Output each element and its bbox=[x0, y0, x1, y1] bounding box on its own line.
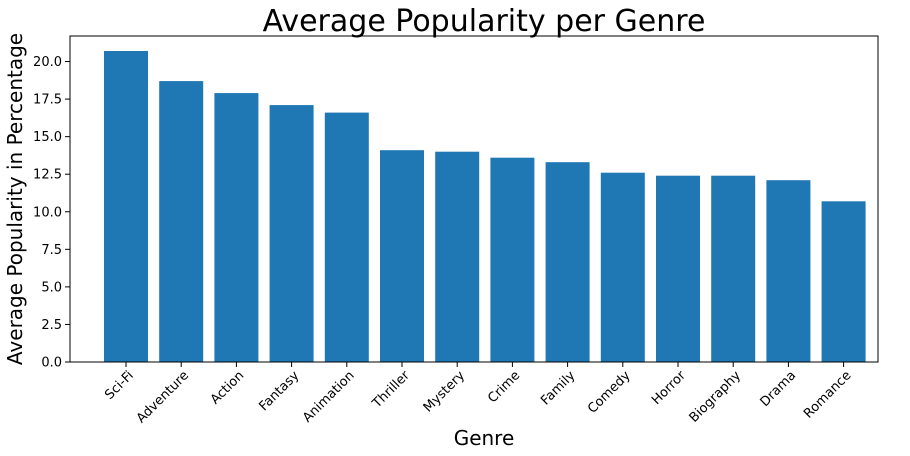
x-tick-label: Family bbox=[538, 368, 578, 408]
plot-frame bbox=[69, 35, 879, 363]
y-tick-label: 5.0 bbox=[41, 280, 62, 295]
y-axis-label: Average Popularity in Percentage bbox=[3, 33, 27, 365]
bar-fantasy bbox=[269, 105, 314, 362]
y-tick-label: 0.0 bbox=[41, 356, 62, 371]
y-tick-label: 12.5 bbox=[33, 168, 62, 183]
y-tick-label: 15.0 bbox=[33, 130, 62, 145]
x-tick-label: Mystery bbox=[421, 368, 468, 415]
y-tick-label: 2.5 bbox=[41, 318, 62, 333]
y-axis-ticks: 0.0 2.5 5.0 7.5 10.0 12.5 15.0 17.5 20.0 bbox=[33, 55, 70, 371]
bar-action bbox=[214, 93, 259, 362]
y-tick-label: 17.5 bbox=[33, 93, 62, 108]
bar-romance bbox=[821, 201, 866, 362]
x-axis-label: Genre bbox=[454, 426, 515, 450]
y-tick-label: 20.0 bbox=[33, 55, 62, 70]
bar-horror bbox=[656, 175, 700, 362]
bar-sci-fi bbox=[104, 51, 148, 362]
x-tick-label: Thriller bbox=[369, 368, 413, 412]
x-tick-label: Action bbox=[208, 368, 247, 407]
bar-biography bbox=[711, 175, 756, 362]
y-tick-label: 10.0 bbox=[33, 205, 62, 220]
bar-comedy bbox=[600, 172, 645, 362]
x-tick-label: Drama bbox=[758, 368, 800, 410]
x-tick-label: Crime bbox=[485, 368, 523, 406]
bar-family bbox=[545, 162, 590, 362]
bar-adventure bbox=[159, 81, 204, 362]
bar-animation bbox=[324, 112, 369, 362]
x-tick-label: Fantasy bbox=[256, 368, 302, 414]
bar-drama bbox=[766, 180, 811, 362]
chart-title: Average Popularity per Genre bbox=[263, 4, 706, 39]
bar-thriller bbox=[380, 150, 424, 362]
bars-group bbox=[104, 51, 866, 362]
bar-crime bbox=[490, 157, 535, 362]
x-tick-label: Horror bbox=[649, 368, 689, 408]
x-tick-label: Animation bbox=[300, 368, 357, 425]
bar-mystery bbox=[435, 151, 480, 362]
x-tick-label: Sci-Fi bbox=[102, 368, 137, 403]
x-tick-label: Adventure bbox=[134, 368, 192, 426]
x-tick-label: Biography bbox=[687, 368, 745, 426]
x-tick-label: Comedy bbox=[585, 368, 634, 417]
x-tick-label: Romance bbox=[801, 368, 854, 421]
y-tick-label: 7.5 bbox=[41, 243, 62, 258]
